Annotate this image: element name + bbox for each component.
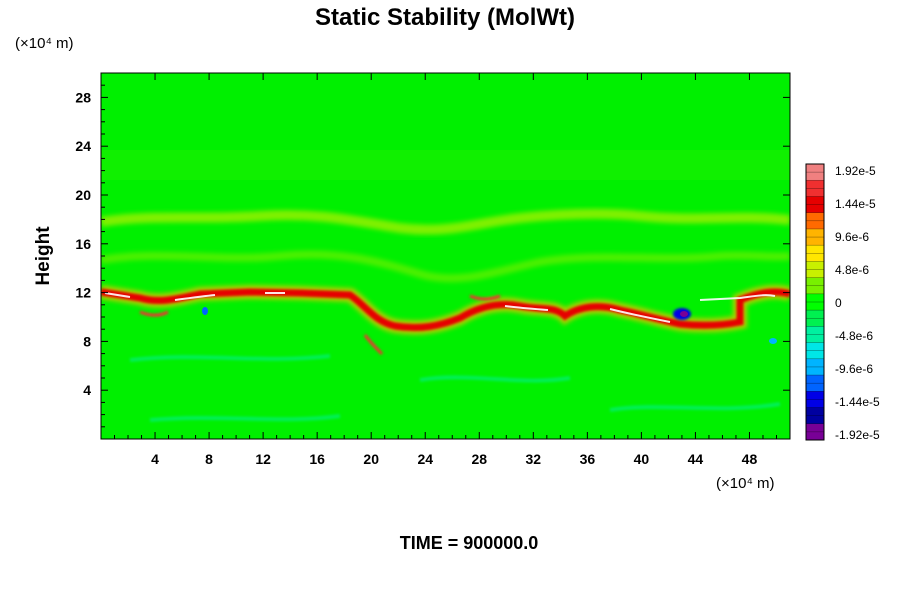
x-tick-label: 32 bbox=[526, 451, 542, 467]
x-tick-label: 48 bbox=[742, 451, 758, 467]
colorbar-swatch bbox=[806, 245, 824, 262]
chart-title: Static Stability (MolWt) bbox=[315, 4, 575, 31]
x-unit-label: (×10⁴ m) bbox=[716, 475, 775, 492]
x-tick-label: 44 bbox=[688, 451, 704, 467]
weak-band-upper bbox=[101, 208, 790, 235]
x-tick-label: 4 bbox=[151, 451, 159, 467]
negative-patch-core bbox=[680, 311, 688, 317]
y-tick-label: 8 bbox=[83, 333, 91, 349]
y-tick-label: 4 bbox=[83, 382, 91, 398]
colorbar: 1.92e-5 1.44e-5 9.6e-6 4.8e-6 0 -4.8e-6 -9.6e-… bbox=[805, 163, 880, 442]
y-axis-ticks: 4 8 12 16 20 24 28 bbox=[75, 84, 790, 428]
colorbar-label: 1.92e-5 bbox=[835, 164, 876, 178]
colorbar-label: -4.8e-6 bbox=[835, 329, 873, 343]
cyan-streaks bbox=[129, 354, 781, 422]
x-tick-label: 28 bbox=[471, 451, 487, 467]
weak-band-mid bbox=[101, 250, 790, 283]
x-tick-label: 20 bbox=[363, 451, 379, 467]
upper-layer-tint bbox=[101, 150, 790, 180]
x-tick-label: 24 bbox=[417, 451, 433, 467]
x-axis-ticks: 4 8 12 16 20 24 28 32 36 40 44 48 bbox=[114, 73, 777, 467]
x-tick-label: 12 bbox=[255, 451, 271, 467]
x-tick-label: 40 bbox=[634, 451, 650, 467]
colorbar-label: -9.6e-6 bbox=[835, 362, 873, 376]
red-band bbox=[101, 288, 790, 332]
secondary-red-streaks bbox=[139, 294, 501, 356]
time-label: TIME = 900000.0 bbox=[400, 533, 539, 553]
x-tick-label: 8 bbox=[205, 451, 213, 467]
y-tick-label: 12 bbox=[75, 285, 91, 301]
colorbar-label: 9.6e-6 bbox=[835, 230, 869, 244]
colorbar-label: -1.92e-5 bbox=[835, 428, 880, 442]
y-tick-label: 16 bbox=[75, 236, 91, 252]
y-unit-label: (×10⁴ m) bbox=[15, 35, 74, 52]
y-tick-label: 24 bbox=[75, 138, 91, 154]
colorbar-label: -1.44e-5 bbox=[835, 395, 880, 409]
y-axis-label: Height bbox=[33, 226, 54, 286]
colorbar-label: 0 bbox=[835, 296, 842, 310]
y-tick-label: 28 bbox=[75, 89, 91, 105]
colorbar-label: 4.8e-6 bbox=[835, 263, 869, 277]
colorbar-label: 1.44e-5 bbox=[835, 197, 876, 211]
small-negative-left bbox=[202, 307, 208, 315]
small-negative-right bbox=[769, 338, 777, 344]
colorbar-frame bbox=[805, 163, 825, 441]
x-tick-label: 36 bbox=[580, 451, 596, 467]
white-core bbox=[104, 292, 776, 323]
heatmap-field bbox=[101, 73, 790, 439]
y-tick-label: 20 bbox=[75, 187, 91, 203]
x-tick-label: 16 bbox=[309, 451, 325, 467]
